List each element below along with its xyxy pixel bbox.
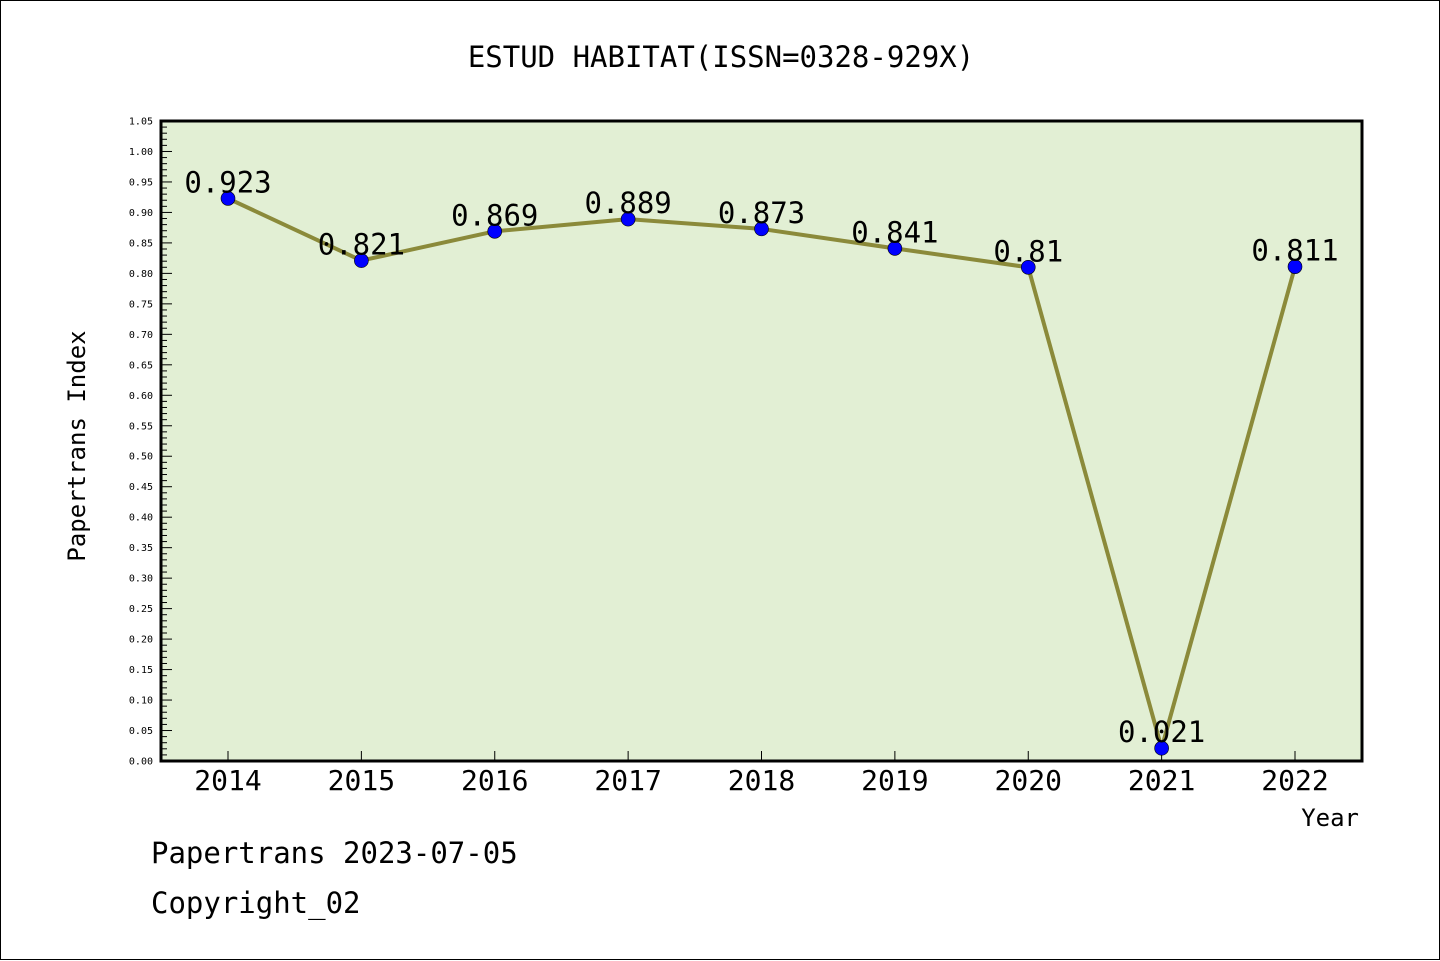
- y-tick-label: 0.95: [129, 177, 153, 188]
- data-label: 0.889: [584, 186, 671, 220]
- y-tick-label: 0.60: [129, 391, 153, 402]
- x-tick-label: 2016: [461, 764, 528, 797]
- y-tick-label: 0.15: [129, 665, 153, 676]
- y-tick-label: 0.70: [129, 330, 153, 341]
- data-point: [487, 224, 503, 239]
- data-point: [354, 253, 369, 268]
- data-label: 0.873: [718, 196, 805, 230]
- x-tick-label: 2022: [1261, 764, 1328, 797]
- data-label: 0.923: [184, 165, 271, 199]
- x-tick-label: 2018: [728, 764, 795, 797]
- data-point: [1287, 259, 1303, 274]
- y-tick-label: 0.25: [129, 604, 153, 615]
- series-layer: [220, 191, 1303, 756]
- footer-copyright: Copyright_02: [151, 886, 361, 920]
- data-label: 0.81: [993, 234, 1063, 268]
- plot-border: [159, 119, 1364, 763]
- x-tick-label: 2015: [328, 764, 395, 797]
- data-point: [754, 221, 769, 237]
- y-tick-label: 0.45: [129, 482, 153, 493]
- x-tick-label: 2021: [1128, 764, 1195, 797]
- y-tick-label: 0.40: [129, 513, 153, 524]
- y-tick-label: 0.10: [129, 696, 153, 707]
- data-point: [1020, 259, 1036, 275]
- x-tick-label: 2014: [194, 764, 261, 797]
- y-tick-label: 0.20: [129, 635, 153, 646]
- y-tick-label: 0.85: [129, 238, 153, 249]
- x-axis-label: Year: [1301, 804, 1359, 832]
- y-tick-label: 0.50: [129, 452, 153, 463]
- chart-title: ESTUD HABITAT(ISSN=0328-929X): [468, 40, 974, 74]
- data-label: 0.021: [1118, 715, 1205, 749]
- data-label: 0.821: [318, 228, 405, 262]
- y-axis-ticks: 0.00 0.05 0.10 0.15 0.20 0.25 0.30 0.35 0.40 0.45…: [129, 117, 172, 768]
- data-point: [620, 211, 636, 227]
- y-tick-label: 1.05: [129, 117, 153, 128]
- y-tick-label: 0.80: [129, 269, 153, 280]
- y-tick-label: 0.05: [129, 726, 153, 737]
- data-point: [220, 191, 236, 206]
- y-tick-label: 0.65: [129, 360, 153, 371]
- x-tick-label: 2017: [594, 764, 661, 797]
- x-tick-label: 2020: [995, 764, 1062, 797]
- data-point: [1154, 740, 1169, 756]
- y-tick-label: 0.30: [129, 574, 153, 585]
- x-tick-label: 2019: [861, 764, 928, 797]
- y-tick-label: 0.55: [129, 421, 153, 432]
- data-labels: 0.923 0.821 0.869 0.889 0.873 0.841 0.81 0.021 0…: [184, 165, 1338, 749]
- y-tick-label: 0.00: [129, 757, 153, 768]
- y-tick-label: 1.00: [129, 147, 153, 158]
- y-axis-label: Papertrans Index: [63, 330, 91, 561]
- footer-date: Papertrans 2023-07-05: [151, 836, 518, 870]
- data-label: 0.841: [851, 215, 938, 249]
- data-label: 0.811: [1251, 234, 1338, 268]
- y-tick-label: 0.35: [129, 543, 153, 554]
- y-tick-label: 0.90: [129, 208, 153, 219]
- data-point: [887, 241, 903, 256]
- y-tick-label: 0.75: [129, 299, 153, 310]
- data-label: 0.869: [451, 198, 538, 232]
- x-axis-ticks: 2014 2015 2016 2017 2018 2019 2020 2021 2022: [194, 751, 1329, 797]
